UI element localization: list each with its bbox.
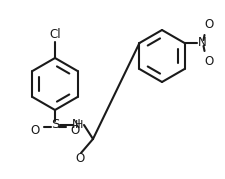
Text: H: H xyxy=(75,120,83,130)
Text: O: O xyxy=(75,151,85,165)
Text: O: O xyxy=(70,124,80,137)
Text: S: S xyxy=(51,118,59,132)
Text: O: O xyxy=(204,18,213,31)
Text: N: N xyxy=(198,35,206,49)
Text: O: O xyxy=(30,124,40,137)
Text: Cl: Cl xyxy=(49,28,61,41)
Text: N: N xyxy=(72,118,81,132)
Text: O: O xyxy=(204,55,213,68)
